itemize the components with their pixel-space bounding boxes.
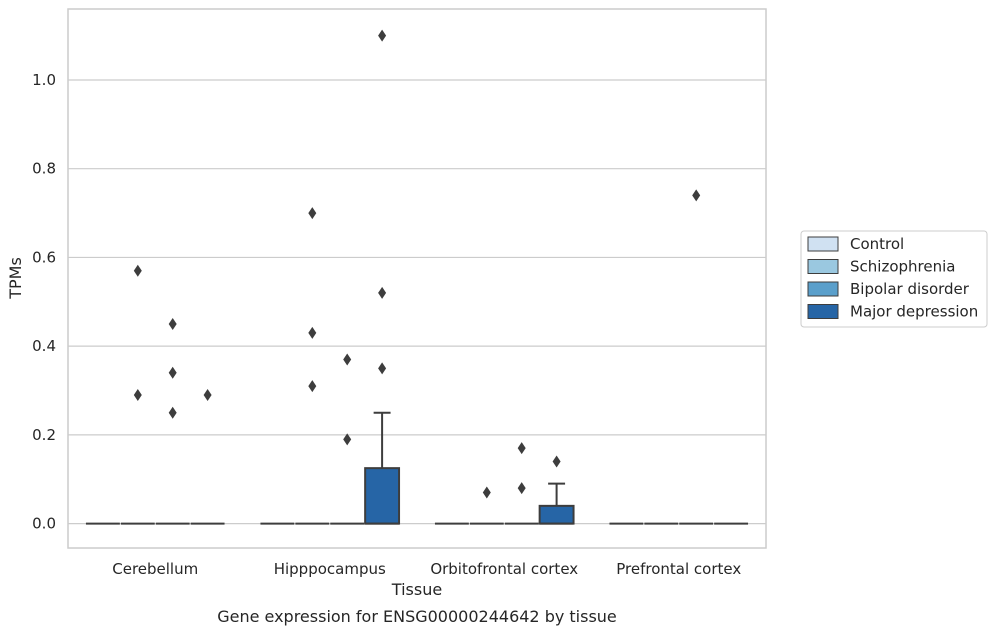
outlier-point [378, 286, 387, 299]
outlier-point [133, 388, 142, 401]
legend-frame [800, 230, 988, 328]
y-tick-label: 0.2 [32, 426, 56, 444]
x-tick-label: Orbitofrontal cortex [430, 560, 578, 578]
outlier-point [168, 406, 177, 419]
outlier-point [133, 264, 142, 277]
x-tick-label: Cerebellum [112, 560, 198, 578]
legend-swatch [807, 259, 839, 274]
x-axis-label: Tissue [391, 580, 442, 599]
outlier-point [343, 433, 352, 446]
legend: Control Schizophrenia Bipolar disorder Majo… [800, 230, 988, 328]
outlier-point [203, 388, 212, 401]
outlier-point [378, 29, 387, 42]
y-tick-label: 0.6 [32, 248, 56, 266]
outlier-point [482, 486, 491, 499]
outlier-point [517, 442, 526, 455]
outlier-point [168, 366, 177, 379]
outlier-point [308, 207, 317, 220]
legend-label: Control [850, 235, 904, 253]
legend-label: Bipolar disorder [850, 280, 970, 298]
legend-swatch [807, 304, 839, 319]
plot-frame [67, 8, 767, 549]
outliers [133, 29, 701, 499]
outlier-point [552, 455, 561, 468]
legend-swatch [807, 236, 839, 252]
outlier-point [308, 326, 317, 339]
outlier-point [378, 362, 387, 375]
outlier-point [308, 380, 317, 393]
boxes [85, 411, 749, 525]
legend-swatch [807, 281, 839, 297]
y-axis-label: TPMs [6, 257, 25, 300]
legend-label: Major depression [850, 303, 978, 321]
y-tick-label: 0.0 [32, 515, 56, 533]
x-tick-label: Hipppocampus [274, 560, 386, 578]
outlier-point [517, 482, 526, 495]
y-tick-label: 0.8 [32, 160, 56, 178]
outlier-point [168, 317, 177, 330]
x-tick-label: Prefrontal cortex [616, 560, 741, 578]
box [364, 467, 401, 525]
outlier-point [343, 353, 352, 366]
y-tick-label: 0.4 [32, 337, 56, 355]
x-axis-ticks: Cerebellum Hipppocampus Orbitofrontal cort… [112, 560, 741, 578]
outlier-point [692, 189, 701, 202]
y-tick-label: 1.0 [32, 71, 56, 89]
plot-background [68, 9, 766, 548]
legend-label: Schizophrenia [850, 258, 955, 276]
chart-caption: Gene expression for ENSG00000244642 by t… [217, 607, 617, 626]
box [538, 504, 575, 525]
y-axis-ticks: 0.0 0.2 0.4 0.6 0.8 1.0 [32, 71, 56, 533]
